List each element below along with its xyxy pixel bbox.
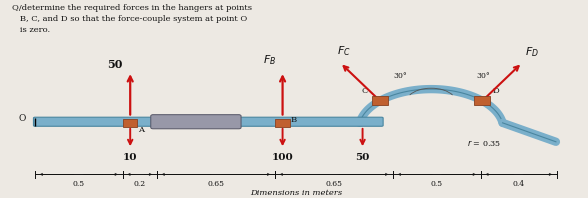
Text: A: A xyxy=(138,126,144,134)
Text: Dimensions in meters: Dimensions in meters xyxy=(250,189,342,197)
Text: 30°: 30° xyxy=(393,72,407,80)
Text: 0.65: 0.65 xyxy=(208,180,225,188)
Text: $r$ = 0.35: $r$ = 0.35 xyxy=(467,138,502,148)
FancyBboxPatch shape xyxy=(34,117,383,126)
Text: C: C xyxy=(362,87,368,94)
Text: 10: 10 xyxy=(123,153,138,162)
Text: 30°: 30° xyxy=(477,72,490,80)
Text: 50: 50 xyxy=(355,153,370,162)
FancyBboxPatch shape xyxy=(275,119,290,127)
Text: $F_B$: $F_B$ xyxy=(263,53,276,67)
Text: 0.4: 0.4 xyxy=(513,180,525,188)
Text: $F_D$: $F_D$ xyxy=(525,46,539,59)
FancyBboxPatch shape xyxy=(151,115,241,129)
FancyBboxPatch shape xyxy=(474,96,490,105)
Text: Q/determine the required forces in the hangers at points
   B, C, and D so that : Q/determine the required forces in the h… xyxy=(12,4,252,34)
FancyBboxPatch shape xyxy=(372,96,388,105)
Text: $F_C$: $F_C$ xyxy=(337,45,350,58)
Text: 50: 50 xyxy=(107,59,123,70)
Text: 0.5: 0.5 xyxy=(431,180,443,188)
Text: 0.5: 0.5 xyxy=(73,180,85,188)
FancyBboxPatch shape xyxy=(123,119,138,127)
Text: B: B xyxy=(290,116,296,124)
Text: D: D xyxy=(492,87,499,94)
Text: 100: 100 xyxy=(272,153,293,162)
Text: O: O xyxy=(18,114,25,123)
Text: 0.2: 0.2 xyxy=(133,180,146,188)
Text: 0.65: 0.65 xyxy=(326,180,342,188)
